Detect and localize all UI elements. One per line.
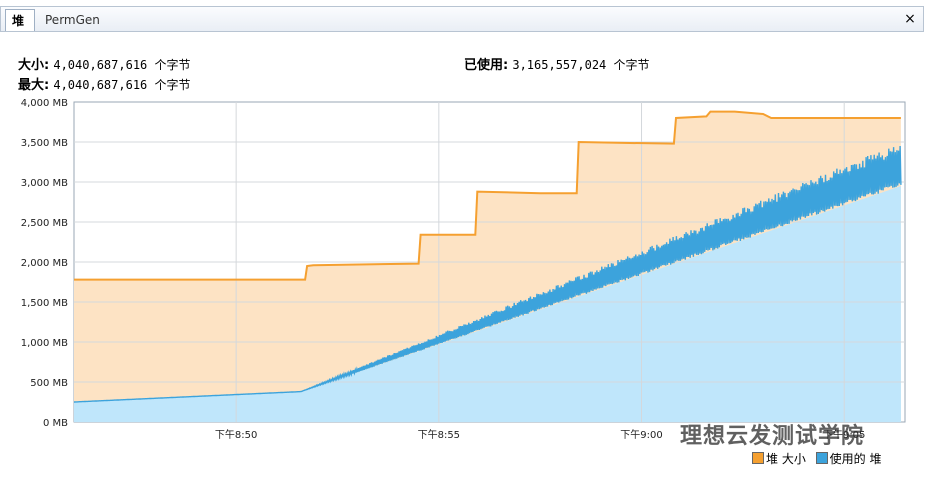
heap-size-value: 4,040,687,616 个字节: [53, 58, 191, 72]
heap-max-value: 4,040,687,616 个字节: [53, 78, 191, 92]
heap-size-stat: 大小: 4,040,687,616 个字节: [18, 54, 191, 73]
y-tick-label: 1,500 MB: [21, 298, 68, 309]
tab-heap[interactable]: 堆: [5, 9, 35, 31]
x-tick-label: 下午8:55: [418, 428, 460, 441]
close-icon[interactable]: ×: [904, 11, 916, 27]
heap-max-label: 最大:: [18, 78, 50, 93]
heap-chart: 0 MB 500 MB 1,000 MB 1,500 MB 2,000 MB 2,500 …: [21, 98, 906, 441]
heap-size-swatch: [752, 452, 764, 464]
heap-size-line: [74, 110, 901, 281]
x-tick-label: 下午9:05: [823, 428, 865, 441]
y-tick-label: 4,000 MB: [21, 98, 68, 109]
y-tick-label: 500 MB: [30, 378, 68, 389]
legend-heap-size: 堆 大小: [766, 452, 806, 466]
used-heap-swatch: [815, 452, 828, 464]
watermark: 理想云发测试学院: [680, 424, 865, 449]
x-tick-label: 下午8:50: [215, 428, 257, 441]
heap-used-stat: 已使用: 3,165,557,024 个字节: [464, 54, 650, 73]
heap-max-stat: 最大: 4,040,687,616 个字节: [18, 74, 191, 93]
x-tick-label: 下午9:00: [620, 428, 662, 441]
tab-permgen[interactable]: PermGen: [45, 13, 100, 27]
heap-used-label: 已使用:: [464, 58, 509, 73]
y-tick-label: 1,000 MB: [21, 338, 68, 349]
used-heap-area: [74, 186, 901, 422]
y-tick-label: 3,000 MB: [21, 178, 68, 189]
y-tick-label: 3,500 MB: [21, 138, 68, 149]
used-heap-line: [74, 145, 902, 403]
chart-legend: 堆 大小 使用的 堆: [752, 450, 881, 467]
tab-bar: 堆 PermGen ×: [0, 6, 924, 32]
y-tick-label: 2,000 MB: [21, 258, 68, 269]
heap-size-label: 大小:: [18, 58, 50, 73]
y-tick-label: 2,500 MB: [21, 218, 68, 229]
heap-used-value: 3,165,557,024 个字节: [512, 58, 650, 72]
legend-used-heap: 使用的 堆: [829, 452, 882, 466]
y-tick-label: 0 MB: [43, 418, 68, 429]
